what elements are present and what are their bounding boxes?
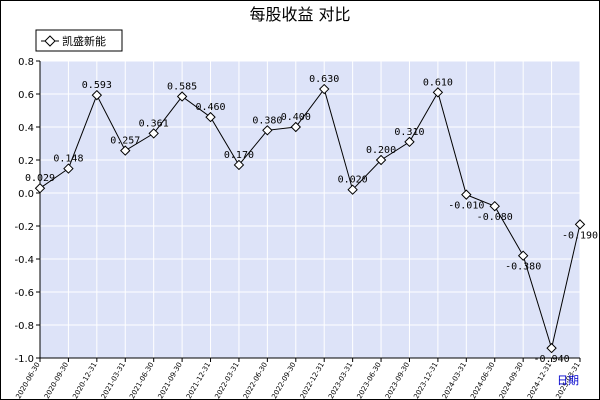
x-tick-label: 2024-06-30 [469,361,496,400]
data-point-marker [517,250,529,261]
y-tick-label: -0.6 [14,288,34,299]
axes [39,61,580,359]
data-label: -0.080 [477,212,513,223]
data-label: 0.630 [309,74,339,85]
data-label: -0.380 [505,262,541,273]
x-tick-label: 2022-12-31 [299,361,326,400]
y-tick-label: 0.2 [18,156,34,167]
data-point-marker [262,125,273,136]
y-tick-label: 0.4 [18,123,34,134]
x-tick-label: 2021-06-30 [128,361,155,400]
data-point-marker [375,154,387,166]
data-label: 0.361 [139,118,169,129]
y-tick-label: -0.4 [14,255,34,266]
legend-diamond-marker [44,35,56,47]
data-point-marker [63,163,74,174]
data-label: 0.148 [53,154,83,165]
data-label: 0.257 [110,136,140,147]
y-tick-label: 0.0 [18,189,34,200]
data-label: 0.400 [281,112,311,123]
legend: 凯盛新能 [35,29,123,52]
data-label: 0.460 [195,102,225,113]
data-label: -0.190 [562,230,598,241]
x-tick-label: 2020-12-31 [71,361,98,400]
y-tick-label: -1.0 [14,354,34,365]
data-label: 0.610 [423,77,453,88]
data-point-marker [34,183,46,194]
data-label: -0.940 [534,354,570,365]
series-line [39,87,581,351]
y-tick-label: -0.2 [14,222,34,233]
x-tick-label: 2020-09-30 [43,361,70,400]
data-label: 0.310 [394,127,424,138]
x-tick-label: 2022-03-31 [213,361,240,400]
x-tick-label: 2024-12-31 [526,361,553,400]
x-axis-label: 日期 [557,374,579,387]
x-tick-label: 2020-06-30 [14,361,41,400]
data-point-marker [574,219,586,230]
data-markers [34,83,586,354]
series-line-layer [39,87,581,351]
data-point-marker [319,83,330,95]
x-tick-label: 2023-06-30 [356,361,383,400]
x-tick-label: 2024-03-31 [441,361,468,400]
data-point-marker [546,342,557,354]
data-label: 0.020 [338,175,368,186]
data-point-marker [205,111,216,123]
legend-box [35,29,123,52]
chart-title: 每股收益 对比 [249,5,350,24]
data-label: -0.010 [448,201,484,212]
x-tick-label: 2023-12-31 [412,361,439,400]
data-label: 0.585 [167,81,197,92]
y-tick-label: 0.8 [18,57,34,68]
y-axis-ticks: 0.8 0.6 0.4 0.2 0.0 -0.2 -0.4 -0.6 -0.8 -1.0 [14,57,40,365]
plot-area [40,61,580,358]
x-tick-label: 2022-06-30 [242,361,269,400]
data-point-marker [176,91,188,102]
data-label: 0.200 [366,145,396,156]
x-tick-label: 2023-03-31 [327,361,354,400]
x-tick-label: 2024-09-30 [498,361,525,400]
data-point-marker [404,136,415,148]
x-tick-label: 2021-09-30 [157,361,184,400]
x-tick-label: 2022-09-30 [270,361,297,400]
data-point-marker [91,89,103,101]
data-point-marker [347,184,358,195]
data-point-marker [461,189,472,200]
data-point-marker [290,121,301,133]
legend-series-label: 凯盛新能 [62,34,106,48]
x-tick-label: 2023-09-30 [384,361,411,400]
data-point-marker [120,145,131,156]
data-label: 0.380 [252,115,282,126]
y-tick-label: -0.8 [14,321,34,332]
y-tick-label: 0.6 [18,90,34,101]
x-axis-ticks: 2020-06-30 2020-09-30 2020-12-31 2021-03-31… [14,358,582,400]
data-label: 0.593 [82,80,112,91]
data-point-marker [432,87,444,98]
data-label: 0.029 [25,173,55,184]
data-label: 0.170 [224,150,254,161]
data-point-marker [233,159,245,171]
data-labels: 0.029 0.148 0.593 0.257 0.361 0.585 0.460 0.170… [25,74,598,365]
x-tick-label: 2021-03-31 [100,361,127,400]
data-point-marker [489,200,500,212]
x-tick-label: 2021-12-31 [185,361,212,400]
data-point-marker [148,128,159,139]
